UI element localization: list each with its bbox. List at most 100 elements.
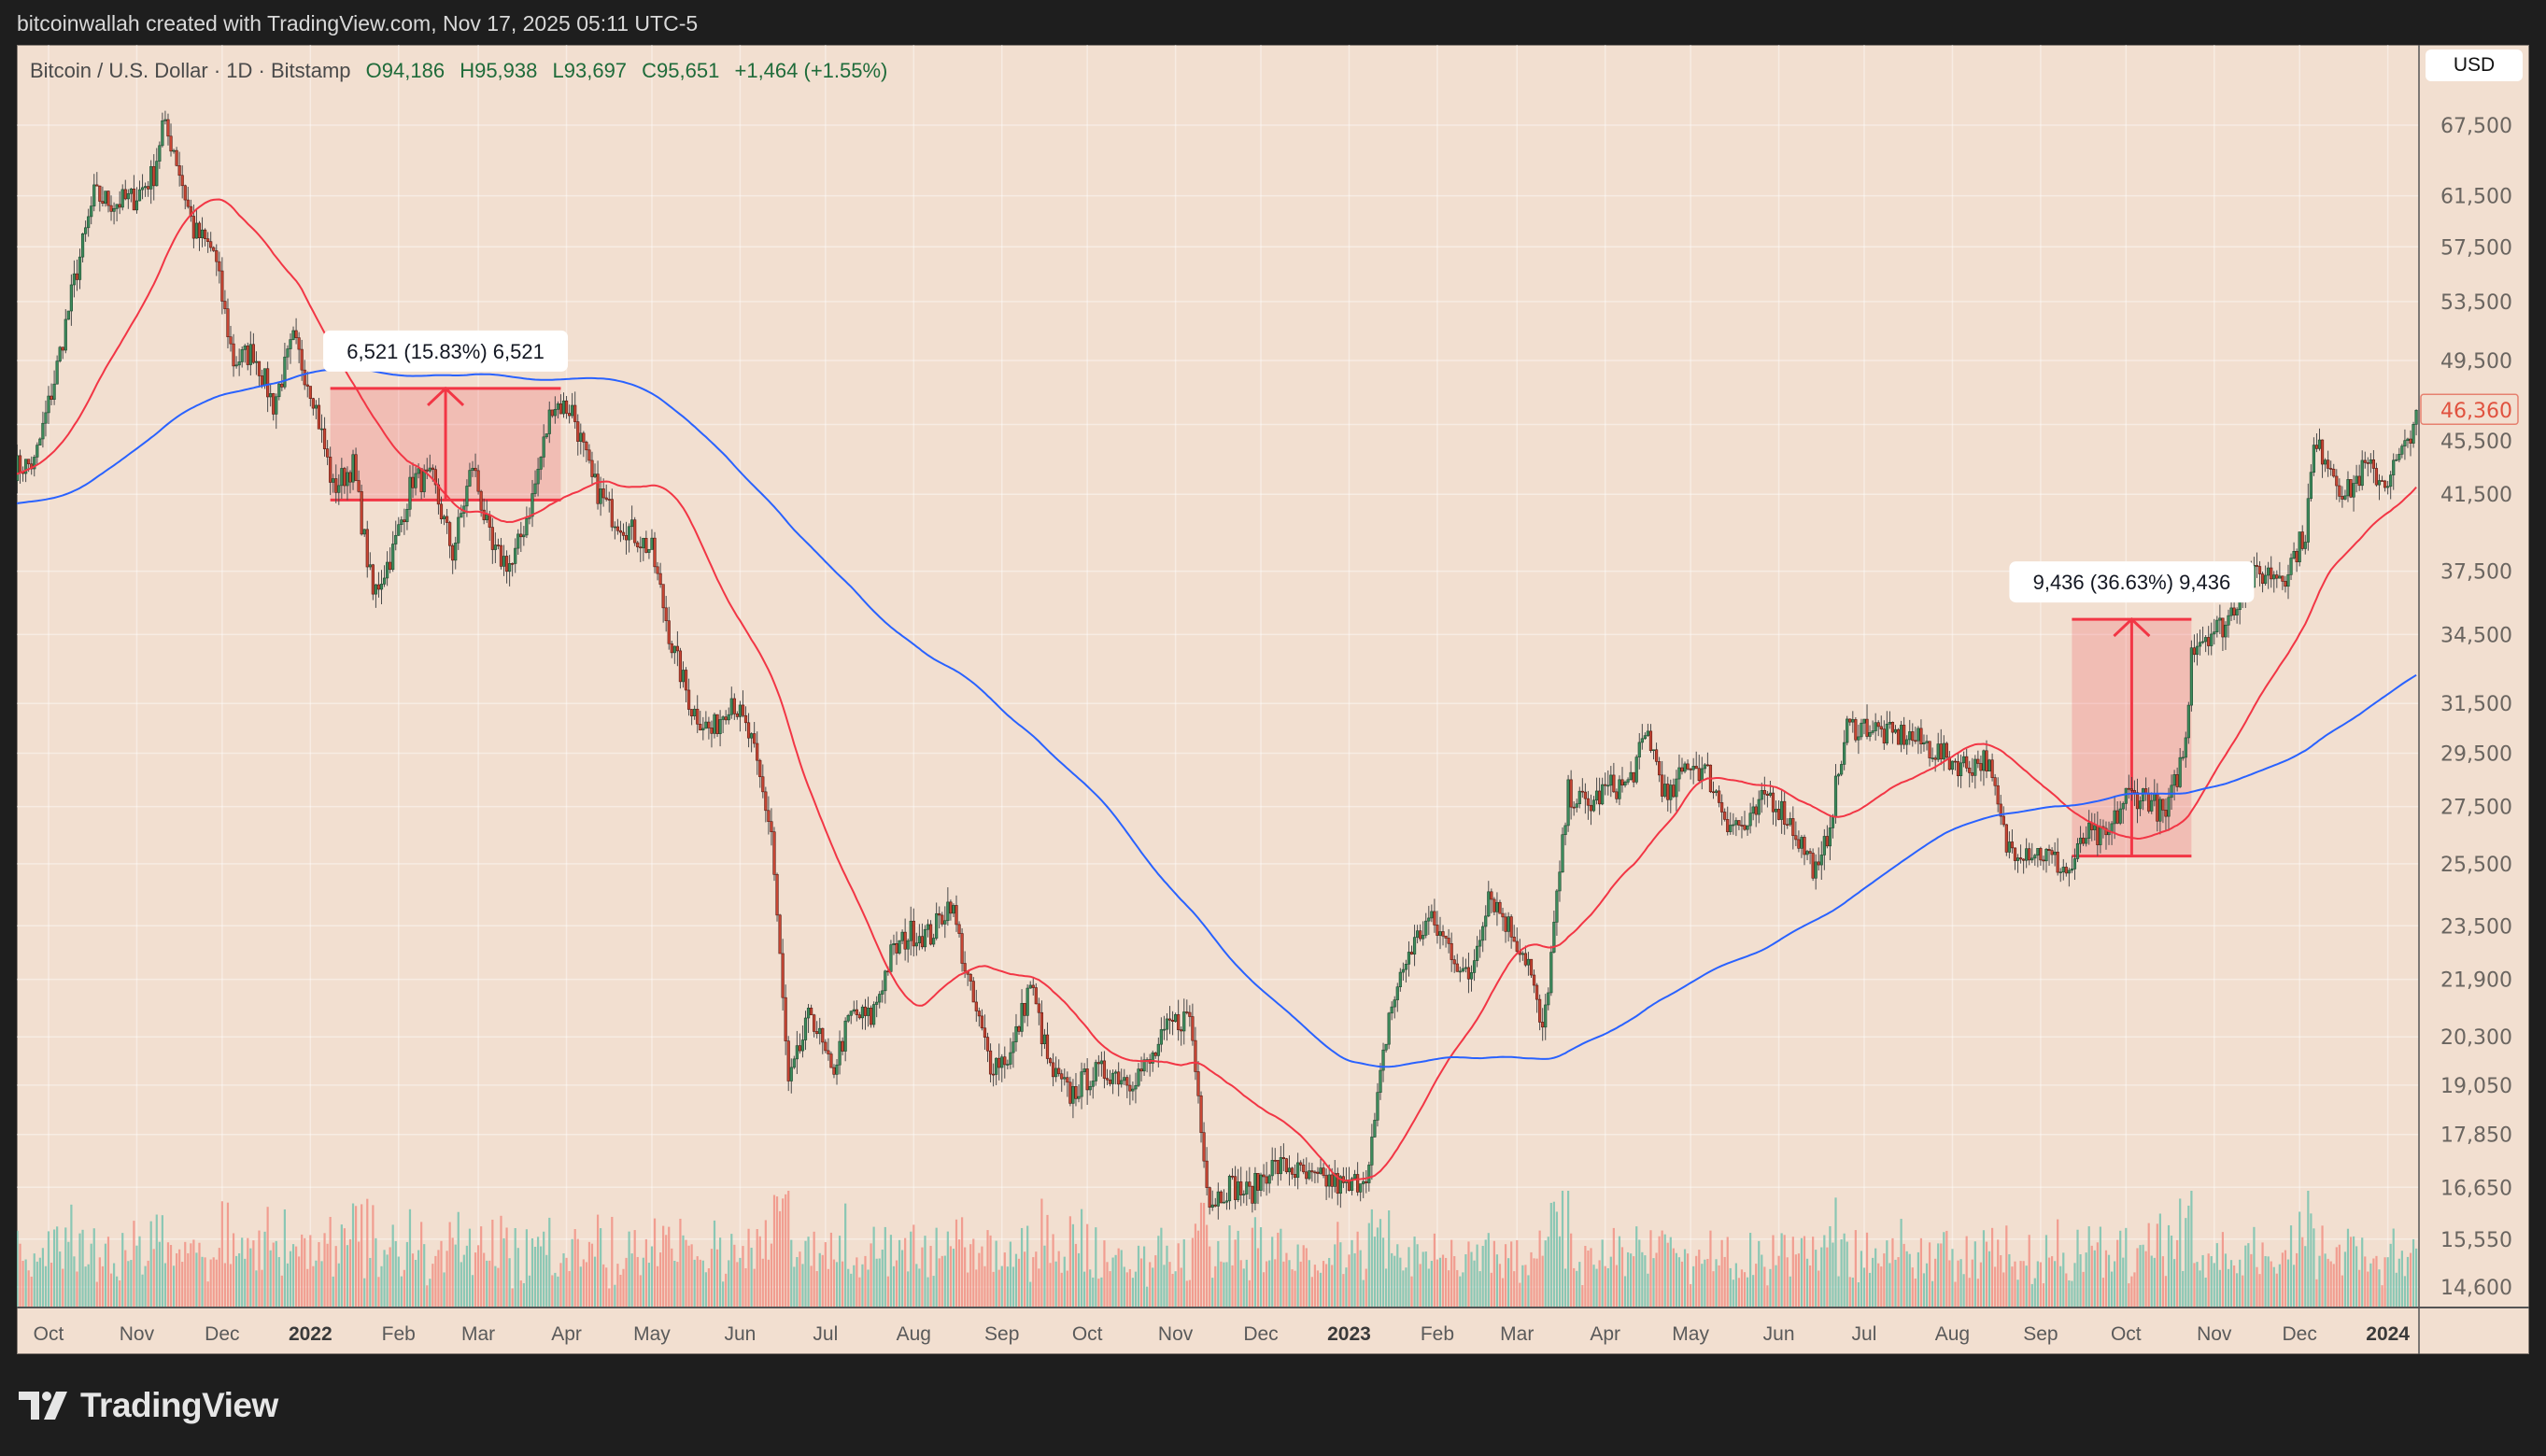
volume-bar xyxy=(1954,1281,1957,1308)
volume-bar xyxy=(1209,1246,1211,1308)
candle xyxy=(1808,851,1812,854)
volume-bar xyxy=(690,1244,693,1308)
volume-bar xyxy=(1196,1230,1200,1308)
volume-bar xyxy=(1692,1265,1695,1308)
candle xyxy=(1743,825,1747,830)
candle xyxy=(468,470,472,487)
candle xyxy=(2164,810,2168,817)
candle xyxy=(2053,851,2057,855)
volume-bar xyxy=(1854,1230,1857,1308)
candle xyxy=(1575,803,1578,808)
volume-bar xyxy=(892,1265,896,1308)
chart-panel[interactable] xyxy=(17,45,2529,1354)
volume-bar xyxy=(742,1246,744,1308)
volume-bar xyxy=(497,1267,500,1308)
volume-bar xyxy=(540,1246,543,1308)
volume-bar xyxy=(340,1224,343,1308)
candle xyxy=(1327,1174,1331,1187)
volume-bar xyxy=(2016,1279,2019,1308)
candle xyxy=(1854,719,1858,741)
candle xyxy=(1219,1191,1223,1204)
volume-bar xyxy=(995,1240,997,1308)
candles xyxy=(17,110,2418,1220)
volume-bar xyxy=(24,1259,27,1308)
candle xyxy=(161,120,164,147)
candle xyxy=(1487,891,1491,917)
price-tick-label: 41,500 xyxy=(2440,484,2512,507)
candle xyxy=(329,457,332,483)
candle xyxy=(1990,759,1994,778)
volume-bar xyxy=(1925,1263,1929,1308)
candle xyxy=(2147,793,2151,812)
candle xyxy=(2093,825,2097,830)
volume-bar xyxy=(1919,1237,1923,1308)
volume-bar xyxy=(312,1265,315,1308)
candle xyxy=(457,516,460,544)
volume-bar xyxy=(2392,1228,2395,1308)
tradingview-logo[interactable]: TradingView xyxy=(19,1386,278,1425)
volume-bar xyxy=(1704,1259,1706,1308)
volume-bar xyxy=(1874,1248,1877,1308)
candle xyxy=(764,791,768,812)
volume-bar xyxy=(298,1256,301,1308)
candle xyxy=(1438,931,1442,936)
volume-bar xyxy=(1071,1223,1075,1308)
candle xyxy=(92,184,96,206)
volume-bar xyxy=(673,1260,676,1308)
volume-bar xyxy=(1376,1227,1379,1308)
time-tick-label: Apr xyxy=(551,1323,582,1345)
candle xyxy=(2289,558,2293,575)
volume-bar xyxy=(138,1236,141,1308)
volume-bar xyxy=(2272,1266,2275,1308)
volume-bar xyxy=(1734,1263,1737,1308)
measure-label-box xyxy=(323,330,569,372)
candle xyxy=(2198,642,2202,647)
volume-bar xyxy=(1464,1254,1467,1308)
candle xyxy=(2127,787,2130,790)
candle xyxy=(1461,968,1464,972)
candle xyxy=(1950,760,1955,770)
candle xyxy=(87,216,91,229)
candle xyxy=(1589,804,1593,812)
volume-bar xyxy=(2079,1253,2082,1308)
volume-bar xyxy=(770,1243,773,1308)
candle xyxy=(61,346,64,351)
volume-bar xyxy=(1846,1241,1848,1308)
candle xyxy=(1563,825,1567,836)
candle xyxy=(1885,723,1888,744)
volume-bar xyxy=(394,1240,397,1308)
volume-bar xyxy=(1171,1273,1174,1308)
volume-bar xyxy=(2318,1255,2321,1308)
volume-bar xyxy=(1826,1247,1829,1308)
candle xyxy=(2369,459,2372,464)
currency-button[interactable]: USD xyxy=(2426,49,2523,81)
candle xyxy=(47,395,50,414)
candle xyxy=(1933,757,1937,760)
candle xyxy=(1612,774,1616,793)
candle xyxy=(2061,867,2065,872)
candle xyxy=(835,1064,839,1075)
candle xyxy=(1139,1068,1143,1072)
volume-bar xyxy=(764,1220,767,1308)
volume-bar xyxy=(1017,1258,1021,1308)
volume-bar xyxy=(875,1258,878,1308)
candle xyxy=(78,256,82,280)
candle xyxy=(624,535,629,541)
volume-bar xyxy=(1419,1264,1422,1308)
ohlc-low: L93,697 xyxy=(552,59,628,82)
candle xyxy=(143,186,148,189)
candle xyxy=(2272,574,2276,580)
volume-bar xyxy=(1931,1280,1934,1308)
candle xyxy=(1224,1200,1229,1203)
candle xyxy=(2320,439,2325,465)
volume-bar xyxy=(1217,1240,1220,1308)
symbol-title[interactable]: Bitcoin / U.S. Dollar · 1D · Bitstamp xyxy=(30,59,351,82)
candle xyxy=(2303,542,2307,549)
volume-bar xyxy=(2030,1283,2033,1308)
volume-bar xyxy=(2142,1244,2144,1308)
volume-bar xyxy=(1570,1233,1573,1308)
volume-bar xyxy=(84,1266,87,1308)
volume-bar xyxy=(1280,1228,1282,1308)
grid xyxy=(17,45,2419,1308)
